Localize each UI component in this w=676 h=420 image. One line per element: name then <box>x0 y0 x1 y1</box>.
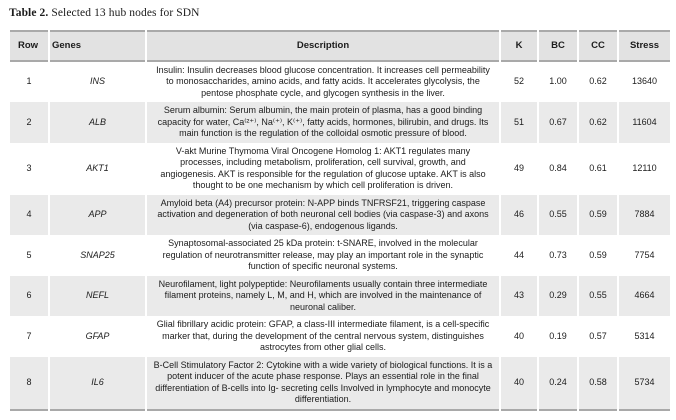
cell-description: B-Cell Stimulatory Factor 2: Cytokine wi… <box>147 356 499 411</box>
table-caption-text: Selected 13 hub nodes for SDN <box>51 7 200 19</box>
cell-row: 3 <box>10 142 48 195</box>
cell-description: Insulin: Insulin decreases blood glucose… <box>147 61 499 102</box>
cell-bc: 0.73 <box>539 235 577 276</box>
cell-cc: 0.62 <box>579 61 617 102</box>
table-row: 6 NEFL Neurofilament, light polypeptide: N… <box>10 275 670 316</box>
cell-description: Glial fibrillary acidic protein: GFAP, a… <box>147 316 499 357</box>
cell-cc: 0.59 <box>579 194 617 235</box>
cell-row: 6 <box>10 275 48 316</box>
cell-cc: 0.58 <box>579 356 617 411</box>
cell-row: 8 <box>10 356 48 411</box>
table-row: 8 IL6 B-Cell Stimulatory Factor 2: Cytokin… <box>10 356 670 411</box>
cell-bc: 0.67 <box>539 102 577 143</box>
cell-stress: 7884 <box>619 194 670 235</box>
cell-stress: 7754 <box>619 235 670 276</box>
cell-gene: SNAP25 <box>50 235 145 276</box>
column-header-cc: CC <box>579 30 617 62</box>
cell-k: 40 <box>501 316 537 357</box>
cell-k: 43 <box>501 275 537 316</box>
cell-stress: 12110 <box>619 142 670 195</box>
cell-description: Synaptosomal-associated 25 kDa protein: … <box>147 235 499 276</box>
column-header-gene: Genes <box>50 30 145 62</box>
cell-description: Neurofilament, light polypeptide: Neurof… <box>147 275 499 316</box>
cell-gene: AKT1 <box>50 142 145 195</box>
table-row: 3 AKT1 V-akt Murine Thymoma Viral Oncogene… <box>10 142 670 195</box>
cell-k: 49 <box>501 142 537 195</box>
table-row: 7 GFAP Glial fibrillary acidic protein: GF… <box>10 316 670 357</box>
table-caption-label: Table 2. <box>9 7 49 19</box>
cell-bc: 0.84 <box>539 142 577 195</box>
column-header-stress: Stress <box>619 30 670 62</box>
table-header-row: Row Genes Description K BC CC Stress <box>10 30 670 62</box>
cell-row: 2 <box>10 102 48 143</box>
cell-row: 4 <box>10 194 48 235</box>
column-header-description: Description <box>147 30 499 62</box>
table-body: 1 INS Insulin: Insulin decreases blood glu… <box>10 61 670 411</box>
cell-gene: GFAP <box>50 316 145 357</box>
cell-bc: 1.00 <box>539 61 577 102</box>
cell-k: 52 <box>501 61 537 102</box>
cell-k: 40 <box>501 356 537 411</box>
cell-bc: 0.19 <box>539 316 577 357</box>
cell-gene: ALB <box>50 102 145 143</box>
cell-gene: INS <box>50 61 145 102</box>
cell-stress: 13640 <box>619 61 670 102</box>
cell-description: Amyloid beta (A4) precursor protein: N-A… <box>147 194 499 235</box>
cell-cc: 0.61 <box>579 142 617 195</box>
cell-gene: IL6 <box>50 356 145 411</box>
table-row: 5 SNAP25 Synaptosomal-associated 25 kDa pr… <box>10 235 670 276</box>
cell-row: 7 <box>10 316 48 357</box>
column-header-k: K <box>501 30 537 62</box>
cell-stress: 4664 <box>619 275 670 316</box>
column-header-row: Row <box>10 30 48 62</box>
cell-k: 46 <box>501 194 537 235</box>
cell-cc: 0.59 <box>579 235 617 276</box>
cell-k: 44 <box>501 235 537 276</box>
cell-description: V-akt Murine Thymoma Viral Oncogene Homo… <box>147 142 499 195</box>
cell-gene: APP <box>50 194 145 235</box>
cell-row: 1 <box>10 61 48 102</box>
table-row: 4 APP Amyloid beta (A4) precursor protein:… <box>10 194 670 235</box>
table-row: 2 ALB Serum albumin: Serum albumin, the ma… <box>10 102 670 143</box>
cell-stress: 5314 <box>619 316 670 357</box>
cell-bc: 0.29 <box>539 275 577 316</box>
cell-bc: 0.24 <box>539 356 577 411</box>
cell-cc: 0.62 <box>579 102 617 143</box>
cell-gene: NEFL <box>50 275 145 316</box>
table-row: 1 INS Insulin: Insulin decreases blood glu… <box>10 61 670 102</box>
cell-k: 51 <box>501 102 537 143</box>
cell-description: Serum albumin: Serum albumin, the main p… <box>147 102 499 143</box>
hub-nodes-table: Row Genes Description K BC CC Stress 1 INS Insul… <box>8 30 672 411</box>
cell-stress: 5734 <box>619 356 670 411</box>
cell-bc: 0.55 <box>539 194 577 235</box>
table-caption: Table 2. Selected 13 hub nodes for SDN <box>9 7 676 19</box>
column-header-bc: BC <box>539 30 577 62</box>
cell-row: 5 <box>10 235 48 276</box>
table-header: Row Genes Description K BC CC Stress <box>10 30 670 62</box>
cell-stress: 11604 <box>619 102 670 143</box>
cell-cc: 0.55 <box>579 275 617 316</box>
cell-cc: 0.57 <box>579 316 617 357</box>
